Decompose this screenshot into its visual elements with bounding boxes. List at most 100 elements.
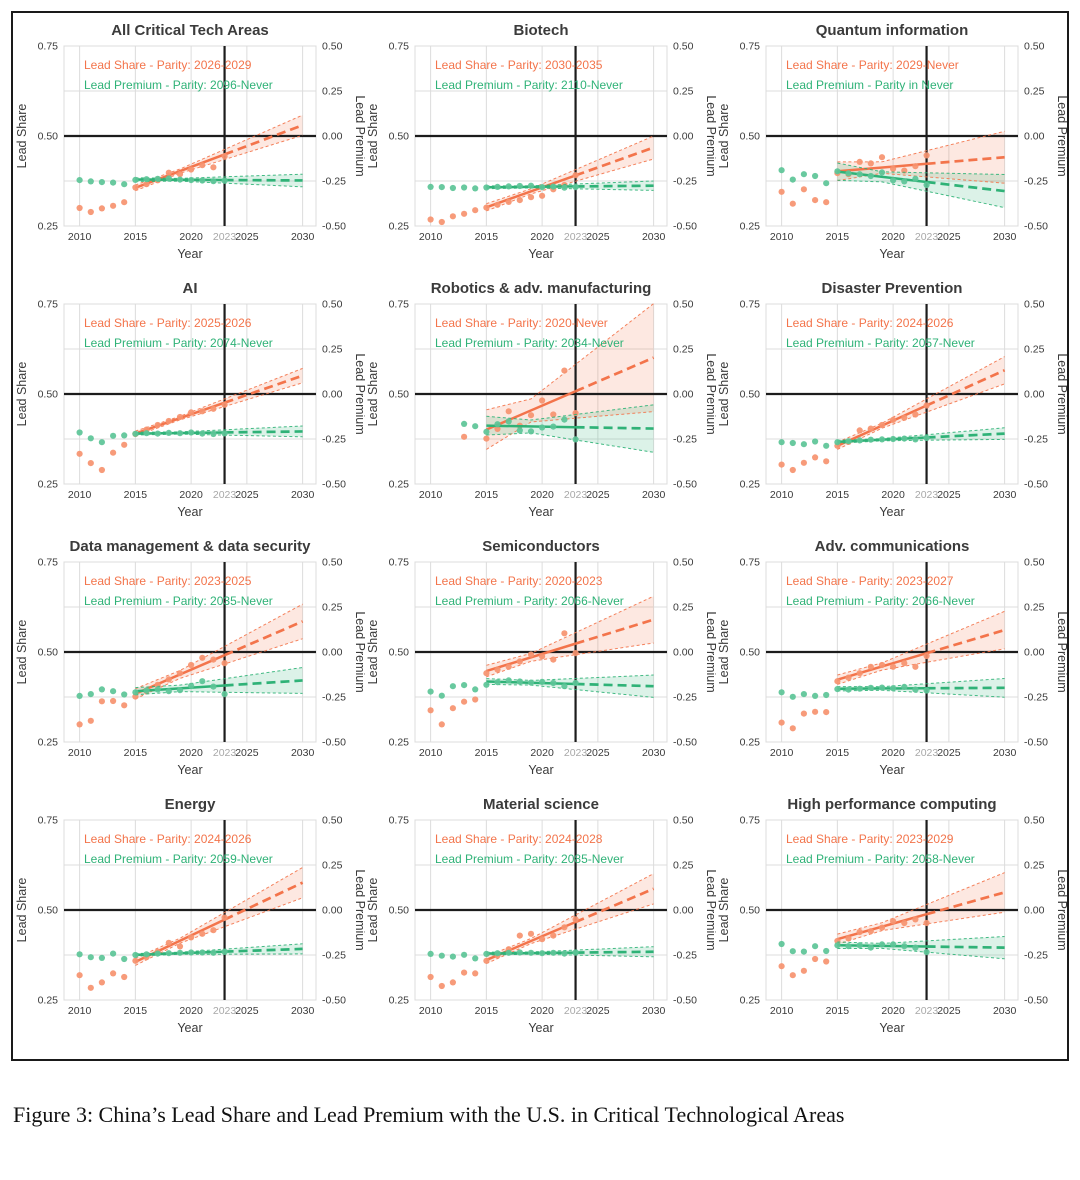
subplot-disaster-prevention: Disaster Prevention Lead Share - Parity: … bbox=[717, 280, 1067, 519]
right-axis-tick: 0.25 bbox=[673, 602, 694, 614]
right-axis-tick: 0.50 bbox=[673, 41, 694, 53]
lead-share-series bbox=[76, 114, 303, 216]
right-axis-tick: 0.50 bbox=[322, 557, 343, 569]
x-axis-label: Year bbox=[879, 247, 904, 261]
legend-lead-share-parity: Lead Share - Parity: 2020-Never bbox=[435, 316, 608, 330]
x-axis-label: Year bbox=[879, 763, 904, 777]
left-axis-tick: 0.25 bbox=[388, 995, 409, 1007]
right-axis-tick: 0.50 bbox=[322, 815, 343, 827]
lead-premium-series bbox=[76, 425, 303, 446]
right-axis-tick: 0.50 bbox=[1024, 299, 1045, 311]
x-axis-tick: 2015 bbox=[123, 747, 147, 759]
lead-premium-series bbox=[427, 674, 654, 699]
legend-lead-premium-parity: Lead Premium - Parity: 2096-Never bbox=[84, 78, 273, 92]
legend-lead-premium-parity: Lead Premium - Parity: 2058-Never bbox=[786, 852, 975, 866]
lead-premium-scatter bbox=[778, 434, 930, 449]
right-axis-tick: 0.25 bbox=[322, 860, 343, 872]
right-axis-tick: 0.00 bbox=[322, 131, 343, 143]
subplot-robotics-adv-manufacturing: Robotics & adv. manufacturing Lead Share … bbox=[366, 280, 716, 519]
lead-premium-series bbox=[427, 180, 654, 192]
right-axis-label: Lead Premium bbox=[353, 353, 365, 434]
left-axis-label: Lead Share bbox=[717, 104, 731, 169]
lead-premium-scatter bbox=[76, 948, 228, 963]
x-axis-tick: 2030 bbox=[290, 489, 314, 501]
x-axis-tick: 2020 bbox=[881, 1005, 905, 1017]
subplot-biotech: Biotech Lead Share - Parity: 2030-2035 Lea… bbox=[366, 22, 716, 261]
right-axis-tick: -0.50 bbox=[673, 479, 697, 491]
lead-share-scatter bbox=[427, 630, 579, 728]
right-axis-tick: 0.50 bbox=[1024, 557, 1045, 569]
lead-premium-series bbox=[778, 678, 1005, 700]
legend-lead-share-parity: Lead Share - Parity: 2023-2029 bbox=[786, 832, 954, 846]
lead-share-fit-line bbox=[485, 390, 576, 431]
x-axis-now-tick: 2023 bbox=[212, 747, 236, 759]
lead-premium-scatter bbox=[76, 429, 228, 446]
right-axis-label: Lead Premium bbox=[353, 95, 365, 176]
x-axis-now-tick: 2023 bbox=[563, 1005, 587, 1017]
x-axis-tick: 2025 bbox=[937, 747, 961, 759]
lead-share-series bbox=[778, 610, 1005, 732]
legend-lead-share-parity: Lead Share - Parity: 2023-2027 bbox=[786, 574, 954, 588]
x-axis-tick: 2025 bbox=[235, 231, 259, 243]
right-axis-label: Lead Premium bbox=[353, 869, 365, 950]
lead-share-fit-line bbox=[836, 162, 927, 173]
left-axis-tick: 0.75 bbox=[739, 299, 760, 311]
x-axis-now-tick: 2023 bbox=[212, 1005, 236, 1017]
x-axis-label: Year bbox=[528, 1021, 553, 1035]
x-axis-now-tick: 2023 bbox=[563, 231, 587, 243]
x-axis-tick: 2025 bbox=[937, 489, 961, 501]
left-axis-tick: 0.50 bbox=[37, 647, 58, 659]
legend-lead-premium-parity: Lead Premium - Parity: 2034-Never bbox=[435, 336, 624, 350]
lead-premium-scatter bbox=[778, 683, 930, 700]
left-axis-tick: 0.25 bbox=[37, 995, 58, 1007]
subplot-semiconductors: Semiconductors Lead Share - Parity: 2020-… bbox=[366, 538, 716, 777]
right-axis-tick: 0.25 bbox=[673, 344, 694, 356]
x-axis-now-tick: 2023 bbox=[563, 747, 587, 759]
x-axis-tick: 2020 bbox=[179, 231, 203, 243]
right-axis-tick: -0.50 bbox=[322, 221, 346, 233]
right-axis-tick: -0.50 bbox=[1024, 995, 1048, 1007]
lead-premium-series bbox=[76, 943, 303, 963]
lead-premium-series bbox=[778, 162, 1005, 209]
left-axis-label: Lead Share bbox=[15, 620, 29, 685]
left-axis-tick: 0.25 bbox=[739, 221, 760, 233]
legend-lead-share-parity: Lead Share - Parity: 2025-2026 bbox=[84, 316, 252, 330]
lead-premium-scatter bbox=[427, 182, 579, 192]
right-axis-tick: -0.50 bbox=[322, 995, 346, 1007]
x-axis-tick: 2010 bbox=[67, 231, 91, 243]
x-axis-tick: 2020 bbox=[881, 231, 905, 243]
right-axis-tick: -0.25 bbox=[673, 950, 697, 962]
x-axis-tick: 2010 bbox=[769, 231, 793, 243]
panel-title: All Critical Tech Areas bbox=[111, 22, 269, 39]
right-axis-tick: 0.00 bbox=[1024, 131, 1045, 143]
right-axis-tick: -0.50 bbox=[1024, 479, 1048, 491]
x-axis-tick: 2025 bbox=[235, 489, 259, 501]
right-axis-tick: -0.25 bbox=[322, 434, 346, 446]
right-axis-tick: 0.00 bbox=[322, 389, 343, 401]
subplot-material-science: Material science Lead Share - Parity: 202… bbox=[366, 796, 716, 1035]
right-axis-tick: 0.00 bbox=[322, 647, 343, 659]
x-axis-tick: 2015 bbox=[825, 1005, 849, 1017]
x-axis-tick: 2025 bbox=[586, 747, 610, 759]
x-axis-tick: 2030 bbox=[290, 1005, 314, 1017]
right-axis-tick: -0.50 bbox=[1024, 737, 1048, 749]
x-axis-tick: 2010 bbox=[67, 1005, 91, 1017]
x-axis-tick: 2010 bbox=[418, 489, 442, 501]
left-axis-tick: 0.50 bbox=[37, 131, 58, 143]
x-axis-tick: 2010 bbox=[769, 1005, 793, 1017]
right-axis-label: Lead Premium bbox=[353, 611, 365, 692]
chart-grid: All Critical Tech Areas Lead Share - Pari… bbox=[13, 19, 1067, 1051]
right-axis-tick: 0.25 bbox=[1024, 86, 1045, 98]
right-axis-label: Lead Premium bbox=[1055, 95, 1067, 176]
panel-title: Semiconductors bbox=[482, 538, 600, 555]
subplot-adv-communications: Adv. communications Lead Share - Parity: … bbox=[717, 538, 1067, 777]
right-axis-tick: 0.50 bbox=[322, 299, 343, 311]
left-axis-tick: 0.50 bbox=[739, 131, 760, 143]
legend-lead-share-parity: Lead Share - Parity: 2030-2035 bbox=[435, 58, 603, 72]
lead-share-series bbox=[778, 872, 1005, 979]
x-axis-tick: 2030 bbox=[290, 747, 314, 759]
lead-premium-scatter bbox=[427, 949, 579, 962]
panel-title: Robotics & adv. manufacturing bbox=[430, 280, 651, 297]
x-axis-now-tick: 2023 bbox=[914, 1005, 938, 1017]
left-axis-tick: 0.75 bbox=[388, 41, 409, 53]
